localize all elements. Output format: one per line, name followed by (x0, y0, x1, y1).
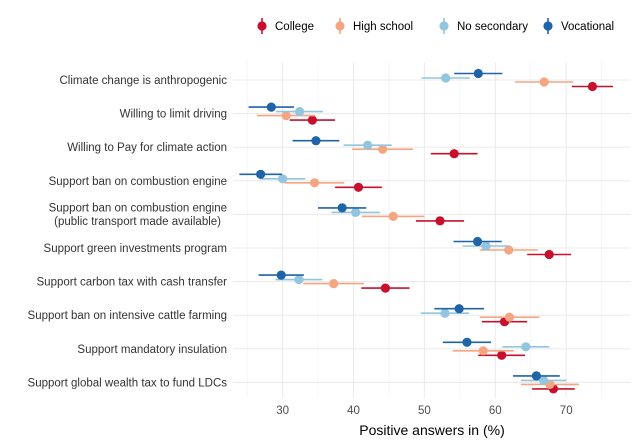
y-axis-category-labels: Climate change is anthropogenic Willing t… (28, 75, 228, 389)
data-point (544, 249, 554, 260)
legend-key-point (543, 21, 553, 31)
legend-label: Vocational (561, 21, 614, 33)
y-category-label: Support ban on combustion engine (49, 176, 227, 188)
data-point (311, 136, 321, 146)
data-point (521, 342, 531, 352)
y-category-label: Willing to Pay for climate action (67, 142, 227, 154)
y-category-label: Climate change is anthropogenic (60, 75, 228, 87)
x-tick-label: 70 (560, 405, 573, 417)
y-category-label: Support ban on intensive cattle farming (28, 310, 227, 322)
data-point (454, 304, 464, 314)
y-category-label: Willing to limit driving (120, 109, 227, 121)
data-point (449, 149, 459, 159)
data-point (388, 211, 398, 221)
legend: College High school No secondary Vocational (257, 18, 614, 34)
y-category-label: Support global wealth tax to fund LDCs (28, 377, 228, 389)
y-category-label: Support mandatory insulation (77, 344, 227, 356)
legend-label: High school (353, 21, 413, 33)
data-point (497, 350, 507, 360)
data-point (462, 337, 472, 347)
legend-label: College (275, 21, 314, 33)
data-point (473, 68, 483, 79)
x-axis-ticks: 30 40 50 60 70 (276, 405, 572, 417)
data-point (472, 236, 483, 247)
data-point (587, 81, 598, 92)
y-category-label: Support carbon tax with cash transfer (37, 277, 228, 289)
x-tick-label: 60 (489, 405, 502, 417)
data-point (307, 115, 317, 125)
data-point (531, 371, 542, 381)
data-point (440, 308, 450, 318)
data-point (337, 203, 347, 213)
y-category-label: Support green investments program (44, 243, 227, 255)
data-point (435, 216, 445, 226)
data-marks (239, 68, 613, 394)
data-point (481, 241, 491, 251)
data-point (441, 73, 451, 83)
x-tick-label: 30 (276, 405, 289, 417)
data-point (538, 375, 549, 385)
data-point (294, 275, 304, 285)
x-tick-label: 40 (347, 405, 360, 417)
data-point (353, 182, 364, 192)
legend-key-point (257, 21, 267, 31)
grid-lines (233, 62, 630, 398)
data-point (309, 178, 320, 188)
data-point (478, 346, 488, 356)
legend-key-point (335, 21, 345, 31)
data-point (504, 312, 515, 322)
data-point (266, 102, 276, 112)
data-point (278, 174, 288, 184)
data-point (276, 270, 286, 280)
data-point (380, 283, 391, 293)
legend-label: No secondary (457, 21, 528, 33)
data-point (539, 77, 549, 87)
y-category-label: Support ban on combustion engine (public … (49, 202, 227, 228)
legend-key-point (439, 21, 449, 31)
data-point (256, 169, 266, 179)
data-point (377, 144, 388, 154)
data-point (281, 111, 291, 121)
data-point (504, 245, 514, 255)
data-point (295, 107, 305, 117)
data-point (329, 279, 339, 289)
data-point (351, 207, 361, 217)
data-point (363, 140, 373, 150)
x-axis-title: Positive answers in (%) (359, 422, 505, 438)
x-tick-label: 50 (418, 405, 431, 417)
